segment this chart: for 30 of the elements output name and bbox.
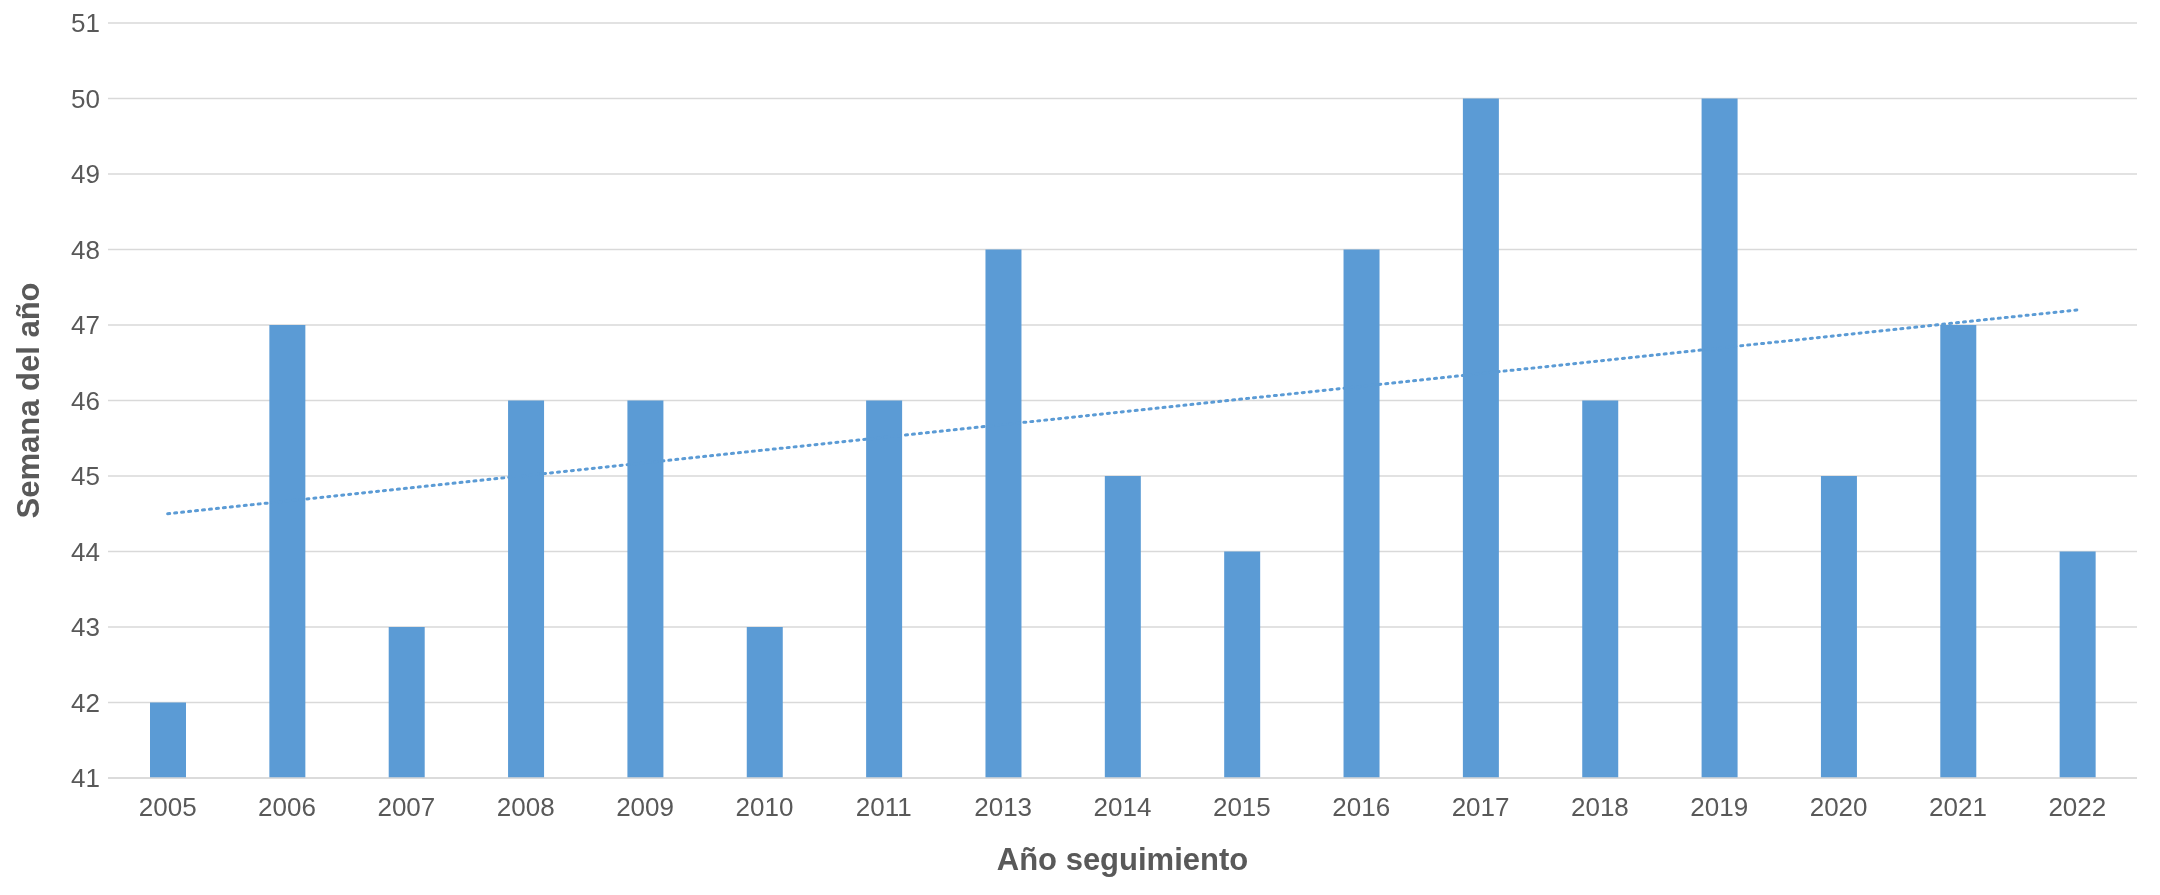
y-tick-label: 47 [71, 310, 100, 341]
x-tick-label: 2010 [735, 792, 794, 823]
y-tick-label: 51 [71, 8, 100, 39]
y-tick-label: 50 [71, 83, 100, 114]
x-tick-label: 2018 [1570, 792, 1629, 823]
y-tick-label: 46 [71, 385, 100, 416]
x-tick-label: 2005 [138, 792, 197, 823]
x-axis-title: Año seguimiento [996, 842, 1249, 878]
x-tick-label: 2008 [496, 792, 555, 823]
y-tick-label: 43 [71, 612, 100, 643]
x-tick-label: 2022 [2048, 792, 2107, 823]
x-tick-label: 2006 [258, 792, 316, 823]
x-tick-label: 2019 [1690, 792, 1749, 823]
x-tick-label: 2017 [1451, 792, 1510, 823]
x-tick-label: 2013 [974, 792, 1033, 823]
x-tick-label: 2015 [1212, 792, 1271, 823]
x-tick-label: 2009 [616, 792, 675, 823]
x-tick-label: 2020 [1809, 792, 1868, 823]
y-tick-label: 48 [71, 234, 100, 265]
y-axis-title: Semana del año [11, 282, 47, 519]
x-tick-label: 2021 [1929, 792, 1987, 823]
x-tick-label: 2014 [1093, 792, 1152, 823]
y-tick-label: 45 [71, 461, 100, 492]
x-tick-label: 2016 [1332, 792, 1391, 823]
x-tick-label: 2007 [377, 792, 436, 823]
y-tick-label: 42 [71, 687, 100, 718]
y-tick-label: 41 [71, 763, 100, 794]
y-tick-label: 49 [71, 159, 100, 190]
x-tick-label: 2011 [855, 792, 912, 823]
y-tick-label: 44 [71, 536, 100, 567]
